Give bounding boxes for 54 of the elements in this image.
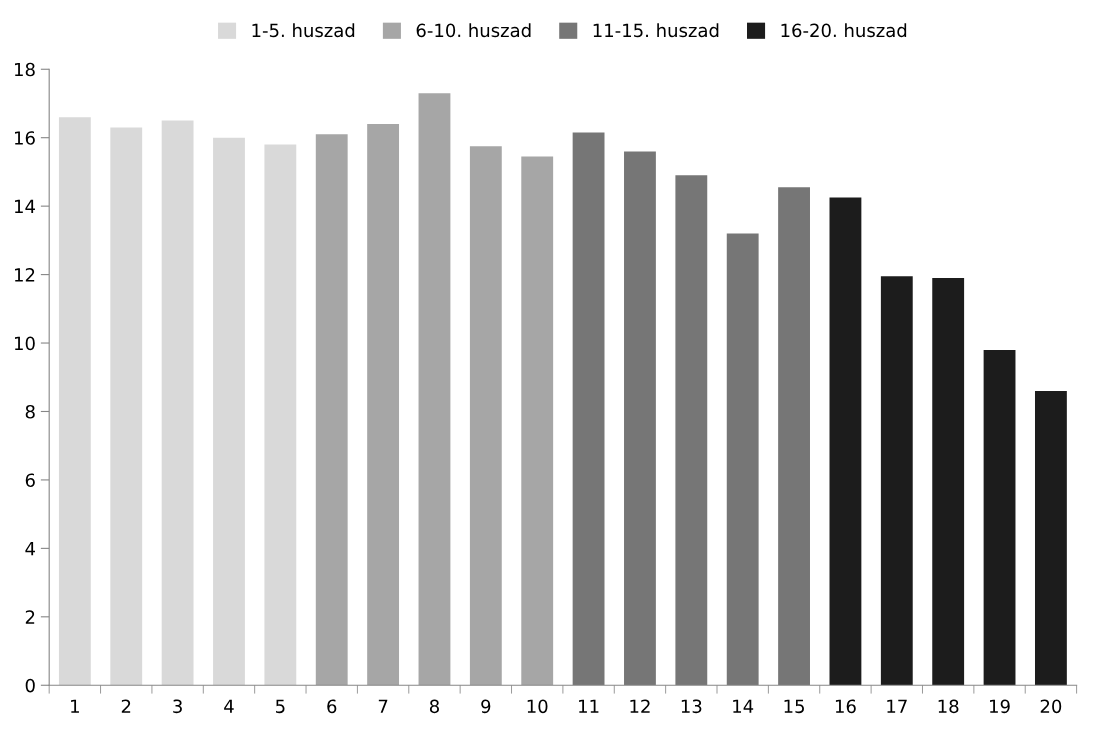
bar [110, 127, 143, 686]
bar [675, 175, 708, 686]
x-tick-label: 20 [1040, 699, 1062, 714]
x-tick-label: 7 [378, 699, 388, 713]
y-tick-label: 6 [25, 473, 35, 488]
y-tick-label: 10 [15, 336, 35, 351]
bar [624, 151, 656, 686]
bar [829, 197, 862, 686]
x-tick-label: 4 [224, 699, 234, 713]
x-tick-label: 10 [527, 699, 548, 714]
y-tick-label: 0 [25, 678, 35, 693]
x-tick-label: 3 [173, 699, 182, 714]
x-tick-label: 8 [429, 699, 439, 714]
bar [1034, 390, 1067, 686]
bar [469, 146, 502, 686]
x-tick-label: 19 [990, 699, 1010, 714]
bar [983, 349, 1016, 686]
bar [264, 144, 297, 686]
x-tick-label: 11 [579, 699, 599, 713]
legend-label: 11-15. huszad [593, 23, 719, 38]
bar [880, 276, 913, 686]
bar [161, 120, 194, 686]
x-tick-label: 12 [630, 699, 650, 713]
y-tick-label: 12 [15, 268, 35, 282]
bar [572, 132, 605, 686]
legend-label: 1-5. huszad [252, 23, 355, 38]
bar [521, 156, 554, 686]
x-tick-label: 2 [121, 699, 131, 713]
legend-label: 6-10. huszad [416, 23, 531, 38]
y-tick-label: 14 [15, 199, 35, 213]
y-tick-label: 16 [15, 131, 35, 145]
bar [932, 278, 965, 686]
y-tick-label: 2 [25, 610, 35, 624]
y-tick-label: 18 [15, 62, 35, 77]
x-tick-label: 9 [481, 699, 491, 714]
x-tick-label: 14 [733, 699, 754, 713]
x-tick-label: 5 [276, 699, 285, 714]
bar [367, 124, 400, 686]
y-tick-label: 8 [25, 404, 35, 419]
x-tick-label: 6 [327, 699, 337, 714]
x-tick-label: 18 [938, 699, 959, 714]
bar [213, 137, 245, 686]
x-tick-label: 13 [681, 699, 702, 714]
x-tick-label: 1 [71, 699, 79, 713]
bar [315, 134, 348, 686]
bar [418, 93, 451, 686]
x-tick-label: 15 [784, 699, 804, 714]
legend-label: 16-20. huszad [781, 23, 907, 38]
y-tick-label: 4 [25, 542, 35, 556]
x-tick-label: 17 [887, 699, 907, 713]
bar [726, 233, 759, 686]
bar [58, 117, 91, 686]
bar [778, 187, 810, 686]
x-tick-label: 16 [835, 699, 856, 714]
